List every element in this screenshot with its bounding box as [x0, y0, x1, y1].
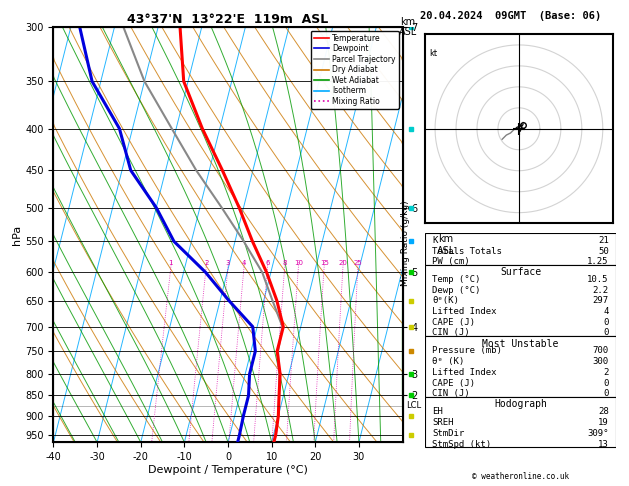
- Text: 10.5: 10.5: [587, 275, 609, 284]
- Text: 2.2: 2.2: [593, 286, 609, 295]
- Title: 43°37'N  13°22'E  119m  ASL: 43°37'N 13°22'E 119m ASL: [128, 13, 328, 26]
- Text: Most Unstable: Most Unstable: [482, 339, 559, 348]
- Text: 25: 25: [353, 260, 362, 266]
- Text: StmDir: StmDir: [432, 429, 464, 438]
- Text: CIN (J): CIN (J): [432, 329, 470, 337]
- Text: 297: 297: [593, 296, 609, 305]
- Bar: [425, 336, 616, 397]
- Text: 19: 19: [598, 418, 609, 427]
- Text: θᵉ(K): θᵉ(K): [432, 296, 459, 305]
- Text: 13: 13: [598, 440, 609, 449]
- Text: CAPE (J): CAPE (J): [432, 379, 476, 388]
- Text: 3: 3: [226, 260, 230, 266]
- Y-axis label: hPa: hPa: [13, 225, 23, 244]
- Text: Lifted Index: Lifted Index: [432, 307, 497, 316]
- Text: 300: 300: [593, 357, 609, 366]
- Text: 0: 0: [603, 379, 609, 388]
- Text: Surface: Surface: [500, 267, 541, 277]
- Text: 20.04.2024  09GMT  (Base: 06): 20.04.2024 09GMT (Base: 06): [420, 11, 601, 21]
- Text: 8: 8: [282, 260, 287, 266]
- Text: Lifted Index: Lifted Index: [432, 368, 497, 377]
- Text: 0: 0: [603, 318, 609, 327]
- Text: θᵉ (K): θᵉ (K): [432, 357, 464, 366]
- Text: PW (cm): PW (cm): [432, 257, 470, 266]
- Text: Hodograph: Hodograph: [494, 399, 547, 410]
- Text: ASL: ASL: [398, 27, 417, 37]
- Text: km: km: [400, 17, 415, 27]
- Text: 6: 6: [265, 260, 270, 266]
- Text: Temp (°C): Temp (°C): [432, 275, 481, 284]
- Text: K: K: [432, 236, 438, 245]
- Text: EH: EH: [432, 407, 443, 417]
- Text: 4: 4: [603, 307, 609, 316]
- Legend: Temperature, Dewpoint, Parcel Trajectory, Dry Adiabat, Wet Adiabat, Isotherm, Mi: Temperature, Dewpoint, Parcel Trajectory…: [311, 31, 399, 109]
- Text: 2: 2: [603, 368, 609, 377]
- Text: CIN (J): CIN (J): [432, 389, 470, 399]
- Text: Pressure (mb): Pressure (mb): [432, 347, 502, 355]
- Text: 1: 1: [169, 260, 173, 266]
- Text: 4: 4: [242, 260, 247, 266]
- Text: 2: 2: [204, 260, 208, 266]
- Text: 15: 15: [320, 260, 328, 266]
- Bar: [425, 265, 616, 336]
- Text: 309°: 309°: [587, 429, 609, 438]
- Text: 10: 10: [294, 260, 303, 266]
- Text: SREH: SREH: [432, 418, 454, 427]
- Bar: [425, 233, 616, 265]
- Text: LCL: LCL: [406, 401, 421, 410]
- Text: CAPE (J): CAPE (J): [432, 318, 476, 327]
- Text: 0: 0: [603, 389, 609, 399]
- Text: 50: 50: [598, 246, 609, 256]
- Y-axis label: km
ASL: km ASL: [437, 235, 455, 256]
- X-axis label: Dewpoint / Temperature (°C): Dewpoint / Temperature (°C): [148, 465, 308, 475]
- Text: Mixing Ratio (g/kg): Mixing Ratio (g/kg): [401, 200, 410, 286]
- Text: 20: 20: [338, 260, 347, 266]
- Text: 28: 28: [598, 407, 609, 417]
- Text: 700: 700: [593, 347, 609, 355]
- Text: Totals Totals: Totals Totals: [432, 246, 502, 256]
- Text: 0: 0: [603, 329, 609, 337]
- Text: Dewp (°C): Dewp (°C): [432, 286, 481, 295]
- Text: 21: 21: [598, 236, 609, 245]
- Text: © weatheronline.co.uk: © weatheronline.co.uk: [472, 472, 569, 481]
- Text: kt: kt: [429, 49, 437, 58]
- Bar: [425, 397, 616, 448]
- Text: StmSpd (kt): StmSpd (kt): [432, 440, 491, 449]
- Text: 1.25: 1.25: [587, 257, 609, 266]
